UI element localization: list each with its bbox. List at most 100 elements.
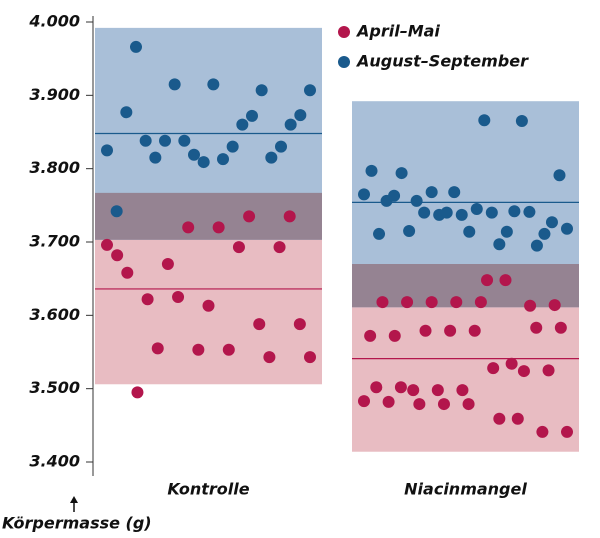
data-point [159, 134, 171, 147]
data-point [413, 398, 426, 411]
data-point [243, 210, 256, 223]
y-tick-label: 3.700 [29, 232, 80, 251]
data-point [365, 164, 378, 177]
data-point [517, 365, 530, 378]
data-point [101, 238, 113, 251]
data-point [202, 299, 215, 312]
data-point [232, 241, 245, 254]
data-point [530, 239, 543, 252]
data-point [481, 274, 494, 287]
y-tick-label: 3.500 [29, 378, 80, 397]
y-tick-label: 3.800 [29, 158, 80, 177]
data-point [273, 241, 286, 254]
data-point [530, 321, 543, 334]
data-point [508, 205, 521, 218]
data-point [511, 412, 524, 425]
data-point [493, 238, 506, 251]
data-point [536, 425, 549, 438]
data-point [485, 206, 498, 219]
data-point [455, 208, 468, 221]
data-point [394, 381, 407, 394]
data-point [448, 186, 461, 199]
data-point [456, 384, 469, 397]
data-point [395, 167, 408, 180]
data-point [444, 324, 457, 337]
data-point [253, 318, 266, 331]
axis-arrow-head [70, 496, 78, 503]
y-tick-label: 3.600 [29, 305, 80, 324]
data-point [141, 293, 154, 306]
data-point [462, 398, 475, 411]
data-point [376, 296, 389, 309]
data-point [388, 189, 401, 202]
y-axis-label: Körpermasse (g) [2, 514, 152, 533]
data-point [419, 324, 432, 337]
data-point [500, 225, 513, 238]
data-point [554, 321, 567, 334]
data-point [524, 299, 537, 312]
data-point [401, 296, 414, 309]
x-tick-label: Kontrolle [167, 480, 249, 499]
data-point [255, 84, 268, 97]
data-point [542, 364, 555, 377]
data-point [364, 329, 377, 342]
data-point [425, 296, 438, 309]
data-point [101, 144, 113, 157]
data-point [263, 351, 276, 364]
data-point [523, 205, 536, 218]
data-point [418, 206, 431, 219]
data-point [120, 106, 133, 119]
data-point [178, 134, 191, 147]
data-point [149, 151, 162, 164]
data-point [161, 258, 174, 270]
data-point [463, 225, 476, 238]
data-point [168, 78, 181, 91]
data-point [499, 274, 512, 287]
legend-marker [338, 26, 350, 38]
legend-marker [338, 56, 350, 68]
data-point [407, 384, 420, 397]
data-point [437, 398, 450, 411]
data-point [294, 109, 307, 122]
data-point [410, 194, 423, 207]
data-point [172, 291, 185, 303]
legend-label: April–Mai [355, 22, 440, 41]
data-point [478, 114, 491, 127]
data-point [553, 169, 566, 182]
data-point [131, 386, 144, 399]
data-point [121, 266, 134, 279]
data-point [515, 115, 528, 127]
data-point [110, 205, 123, 218]
data-point [388, 329, 401, 342]
data-point [283, 210, 296, 223]
data-point [197, 156, 210, 169]
data-point [192, 343, 205, 356]
data-point [151, 342, 164, 355]
data-point [182, 221, 195, 234]
data-point [468, 324, 481, 337]
data-point [440, 206, 453, 219]
data-point [222, 343, 235, 356]
y-tick-label: 3.400 [29, 452, 80, 471]
data-point [431, 384, 444, 397]
data-point [275, 140, 287, 153]
data-point [226, 140, 239, 153]
data-point [358, 395, 370, 408]
data-point [293, 318, 306, 331]
data-point [561, 222, 573, 235]
data-point [470, 203, 483, 215]
range-overlap [352, 264, 579, 308]
data-point [217, 153, 229, 166]
data-point [403, 225, 416, 237]
data-point [212, 221, 225, 234]
data-point [487, 362, 500, 375]
data-point [450, 296, 463, 309]
data-point [139, 134, 152, 147]
data-point [548, 299, 561, 312]
data-point [370, 381, 383, 394]
data-point [425, 186, 438, 199]
data-point [474, 296, 487, 309]
data-point [284, 118, 297, 131]
x-tick-label: Niacinmangel [404, 480, 527, 499]
